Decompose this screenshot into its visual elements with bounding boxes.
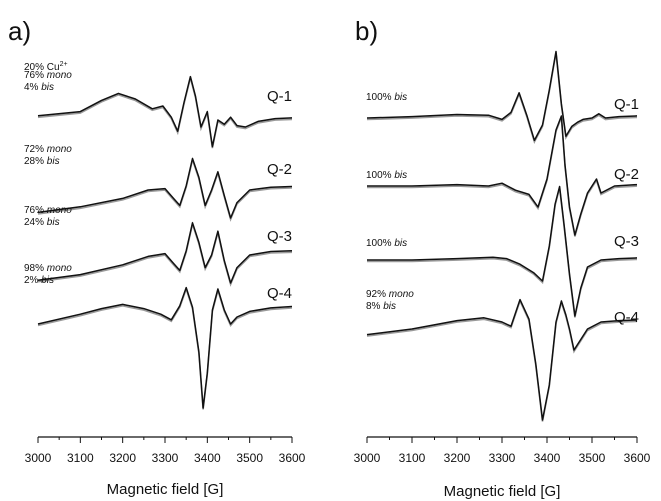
composition-annotation: 20% Cu2+ 76% mono 4% bis [24,61,72,93]
series-line [366,50,638,142]
series-line [37,75,293,148]
composition-annotation: 72% mono 28% bis [24,144,72,167]
series-label: Q-1 [267,88,292,105]
series-line [366,298,638,421]
fit-line [37,286,293,410]
fit-line [37,77,293,149]
panel-letter: a) [8,16,31,46]
x-tick-label: 3600 [279,451,306,465]
series-line [367,185,638,317]
series-line [37,157,293,219]
panel-a: a) 3000 3100 3200 3300 3400 3500 3600 Magnetic f… [8,16,306,498]
x-axis-label: Magnetic field [G] [444,483,561,500]
x-tick-label: 3300 [489,451,516,465]
x-tick-label: 3300 [152,451,179,465]
x-tick-label: 3000 [354,451,381,465]
series-label: Q-3 [614,233,639,250]
composition-annotation: 92% mono 8% bis [366,289,414,312]
composition-annotation: 100% bis [366,238,407,249]
x-tick-label: 3200 [109,451,136,465]
series-label: Q-2 [267,161,292,178]
series-line [367,115,638,236]
x-axis-label: Magnetic field [G] [107,481,224,498]
x-tick-label: 3500 [236,451,263,465]
composition-annotation: 98% mono 2% bis [24,263,72,286]
series-line [37,286,293,409]
x-tick-label: 3400 [194,451,221,465]
series-label: Q-3 [267,228,292,245]
fit-line [366,298,638,422]
fit-line [367,117,638,237]
x-tick-label: 3200 [444,451,471,465]
x-tick-label: 3500 [579,451,606,465]
series-line [37,222,293,284]
x-tick-label: 3100 [67,451,94,465]
series-label: Q-2 [614,166,639,183]
x-tick-label: 3600 [624,451,651,465]
series-label: Q-1 [614,96,639,113]
fit-line [366,52,638,145]
series-label: Q-4 [267,285,292,302]
x-tick-label: 3000 [25,451,52,465]
series-label: Q-4 [614,309,639,326]
composition-annotation: 100% bis [366,92,407,103]
composition-annotation: 100% bis [366,170,407,181]
panel-letter: b) [355,16,378,46]
x-tick-label: 3100 [399,451,426,465]
composition-annotation: 76% mono 24% bis [24,205,72,228]
panel-b: b) 3000 3100 3200 3300 3400 3500 3600 Magnetic f… [354,16,651,500]
x-tick-label: 3400 [534,451,561,465]
